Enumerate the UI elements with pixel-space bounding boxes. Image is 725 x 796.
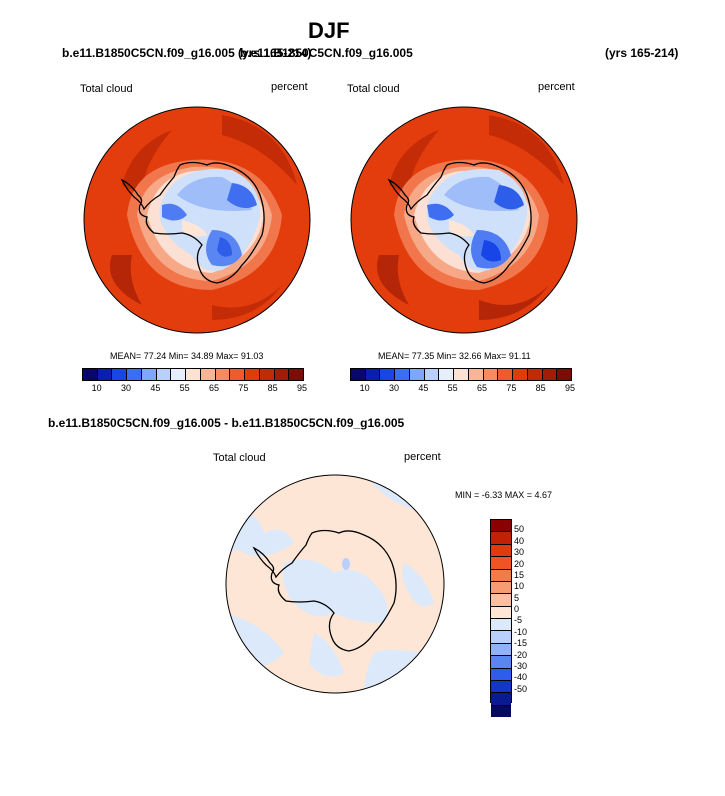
colorbar-swatch: [395, 369, 410, 380]
colorbar-swatch: [156, 369, 172, 380]
colorbar-swatch: [409, 369, 425, 380]
colorbar-swatch: [468, 369, 484, 380]
colorbar-tick-label: 95: [564, 383, 576, 393]
colorbar-tick-label: 0: [514, 604, 520, 614]
colorbar-swatch: [97, 369, 113, 380]
colorbar-tick-label: 95: [296, 383, 308, 393]
colorbar-swatch: [491, 631, 511, 644]
colorbar-swatch: [483, 369, 499, 380]
right-case-label: b.e11.B1850C5CN.f09_g16.005: [240, 46, 413, 60]
colorbar-swatch: [491, 693, 511, 706]
colorbar-swatch: [491, 643, 511, 657]
colorbar-swatch: [491, 520, 511, 533]
colorbar-tick-label: 75: [506, 383, 517, 393]
right-units-label: percent: [538, 81, 575, 93]
colorbar-swatch: [527, 369, 543, 380]
colorbar-tick-label: -15: [514, 638, 528, 649]
colorbar-swatch: [491, 532, 511, 545]
colorbar-tick-label: 15: [514, 569, 525, 580]
colorbar-swatch: [454, 369, 469, 380]
colorbar-swatch: [491, 680, 511, 694]
colorbar-swatch: [127, 369, 142, 380]
colorbar-tick-label: -5: [514, 615, 523, 626]
right-colorbar: [350, 368, 572, 381]
colorbar-swatch: [351, 369, 366, 380]
colorbar-swatch: [557, 369, 572, 380]
diff-variable-label: Total cloud: [213, 452, 266, 464]
colorbar-tick-label: 10: [514, 581, 525, 592]
colorbar-swatch: [230, 369, 246, 380]
colorbar-swatch: [491, 544, 511, 558]
colorbar-swatch: [491, 557, 511, 570]
colorbar-swatch: [171, 369, 187, 380]
colorbar-tick-label: 30: [388, 383, 400, 393]
diff-colorbar: [490, 519, 512, 717]
colorbar-swatch: [424, 369, 440, 380]
colorbar-tick-label: 65: [208, 383, 220, 393]
colorbar-tick-label: 10: [359, 383, 370, 393]
colorbar-swatch: [491, 594, 511, 607]
colorbar-tick-label: 55: [447, 383, 458, 393]
colorbar-tick-label: 65: [476, 383, 488, 393]
right-years-label: (yrs 165-214): [605, 46, 679, 60]
colorbar-swatch: [274, 369, 290, 380]
colorbar-swatch: [112, 369, 128, 380]
colorbar-swatch: [491, 581, 511, 595]
colorbar-tick-label: 75: [238, 383, 249, 393]
colorbar-tick-label: 30: [514, 547, 525, 558]
colorbar-tick-label: 10: [91, 383, 102, 393]
left-variable-label: Total cloud: [80, 83, 133, 95]
colorbar-tick-label: -10: [514, 626, 528, 637]
colorbar-swatch: [215, 369, 231, 380]
colorbar-swatch: [491, 705, 511, 717]
colorbar-tick-label: -50: [514, 683, 528, 694]
right-polar-map: [350, 106, 578, 334]
colorbar-swatch: [439, 369, 455, 380]
colorbar-tick-label: 85: [535, 383, 546, 393]
colorbar-tick-label: 5: [514, 592, 520, 603]
colorbar-tick-label: 20: [514, 558, 525, 569]
diff-case-label: b.e11.B1850C5CN.f09_g16.005 - b.e11.B185…: [48, 416, 405, 430]
colorbar-tick-label: -30: [514, 660, 528, 671]
colorbar-swatch: [259, 369, 275, 380]
colorbar-tick-label: 85: [267, 383, 278, 393]
left-stats: MEAN= 77.24 Min= 34.89 Max= 91.03: [110, 351, 264, 361]
right-stats: MEAN= 77.35 Min= 32.66 Max= 91.11: [378, 351, 531, 361]
left-polar-map: [83, 106, 311, 334]
left-case-label: b.e11.B1850C5CN.f09_g16.005: [62, 46, 235, 60]
colorbar-swatch: [491, 569, 511, 582]
colorbar-tick-label: -20: [514, 649, 528, 660]
colorbar-swatch: [542, 369, 558, 380]
colorbar-tick-label: 30: [120, 383, 132, 393]
figure-title: DJF: [308, 18, 350, 43]
diff-stats: MIN = -6.33 MAX = 4.67: [455, 490, 553, 500]
colorbar-tick-label: 45: [418, 383, 429, 393]
right-variable-label: Total cloud: [347, 83, 400, 95]
colorbar-swatch: [83, 369, 98, 380]
diff-polar-map: [225, 474, 445, 694]
left-units-label: percent: [271, 81, 308, 93]
colorbar-swatch: [245, 369, 260, 380]
colorbar-swatch: [186, 369, 201, 380]
left-years-label: (yrs 165-214): [238, 46, 312, 60]
colorbar-swatch: [498, 369, 514, 380]
diff-units-label: percent: [404, 451, 441, 463]
colorbar-tick-label: 45: [150, 383, 161, 393]
colorbar-swatch: [380, 369, 396, 380]
colorbar-swatch: [200, 369, 216, 380]
colorbar-swatch: [289, 369, 304, 380]
colorbar-tick-label: 40: [514, 535, 525, 546]
left-colorbar: [82, 368, 304, 381]
colorbar-swatch: [491, 668, 511, 681]
colorbar-swatch: [491, 606, 511, 619]
colorbar-swatch: [365, 369, 381, 380]
colorbar-swatch: [491, 619, 511, 632]
colorbar-tick-label: 55: [179, 383, 190, 393]
colorbar-swatch: [491, 656, 511, 669]
colorbar-swatch: [513, 369, 528, 380]
colorbar-tick-label: 50: [514, 524, 525, 535]
colorbar-tick-label: -40: [514, 672, 528, 683]
colorbar-swatch: [141, 369, 157, 380]
